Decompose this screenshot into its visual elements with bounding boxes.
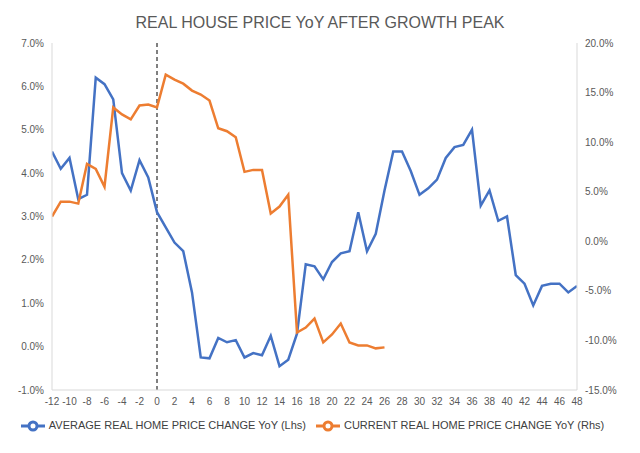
svg-text:0: 0 [154, 396, 160, 407]
html-text:AVERAGE REAL HOME PRICE CHANGE: AVERAGE REAL HOME PRICE CHANGE YoY (Lhs) [48, 418, 306, 431]
svg-text:1.0%: 1.0% [21, 298, 44, 309]
svg-text:2: 2 [172, 396, 178, 407]
svg-text:3.0%: 3.0% [21, 211, 44, 222]
svg-text:2.0%: 2.0% [21, 254, 44, 265]
svg-text:8: 8 [224, 396, 230, 407]
svg-text:0.0%: 0.0% [585, 236, 608, 247]
svg-text:48: 48 [571, 396, 583, 407]
svg-text:34: 34 [449, 396, 461, 407]
svg-text:-5.0%: -5.0% [585, 285, 611, 296]
svg-text:-10.0%: -10.0% [585, 335, 617, 346]
svg-text:20: 20 [326, 396, 338, 407]
svg-text:44: 44 [536, 396, 548, 407]
svg-text:46: 46 [554, 396, 566, 407]
svg-text:10.0%: 10.0% [585, 137, 613, 148]
svg-text:5.0%: 5.0% [21, 124, 44, 135]
html-text:CURRENT REAL HOME PRICE CHANGE: CURRENT REAL HOME PRICE CHANGE YoY (Rhs) [344, 418, 605, 431]
svg-text:24: 24 [361, 396, 373, 407]
svg-text:30: 30 [414, 396, 426, 407]
svg-text:-12: -12 [45, 396, 60, 407]
svg-text:26: 26 [379, 396, 391, 407]
svg-text:14: 14 [274, 396, 286, 407]
svg-text:28: 28 [396, 396, 408, 407]
svg-text:20.0%: 20.0% [585, 38, 613, 49]
svg-text:10: 10 [239, 396, 251, 407]
svg-text:38: 38 [484, 396, 496, 407]
svg-text:-6: -6 [100, 396, 109, 407]
svg-text:7.0%: 7.0% [21, 38, 44, 49]
svg-text:-15.0%: -15.0% [585, 385, 617, 396]
svg-text:12: 12 [256, 396, 268, 407]
svg-text:4.0%: 4.0% [21, 168, 44, 179]
svg-text:-8: -8 [83, 396, 92, 407]
svg-text:36: 36 [466, 396, 478, 407]
svg-text:4: 4 [189, 396, 195, 407]
svg-text:22: 22 [344, 396, 356, 407]
svg-text:-10: -10 [62, 396, 77, 407]
svg-text:-2: -2 [135, 396, 144, 407]
svg-text:42: 42 [519, 396, 531, 407]
svg-text:-1.0%: -1.0% [18, 385, 44, 396]
svg-text:40: 40 [501, 396, 513, 407]
svg-text:16: 16 [291, 396, 303, 407]
svg-text:0.0%: 0.0% [21, 341, 44, 352]
svg-text:6.0%: 6.0% [21, 81, 44, 92]
svg-text:32: 32 [431, 396, 443, 407]
svg-text:18: 18 [309, 396, 321, 407]
svg-text:5.0%: 5.0% [585, 186, 608, 197]
html-text:REAL HOUSE PRICE YoY AFTER GRO: REAL HOUSE PRICE YoY AFTER GROWTH PEAK [135, 14, 505, 31]
svg-text:6: 6 [207, 396, 213, 407]
svg-text:15.0%: 15.0% [585, 87, 613, 98]
svg-text:-4: -4 [118, 396, 127, 407]
